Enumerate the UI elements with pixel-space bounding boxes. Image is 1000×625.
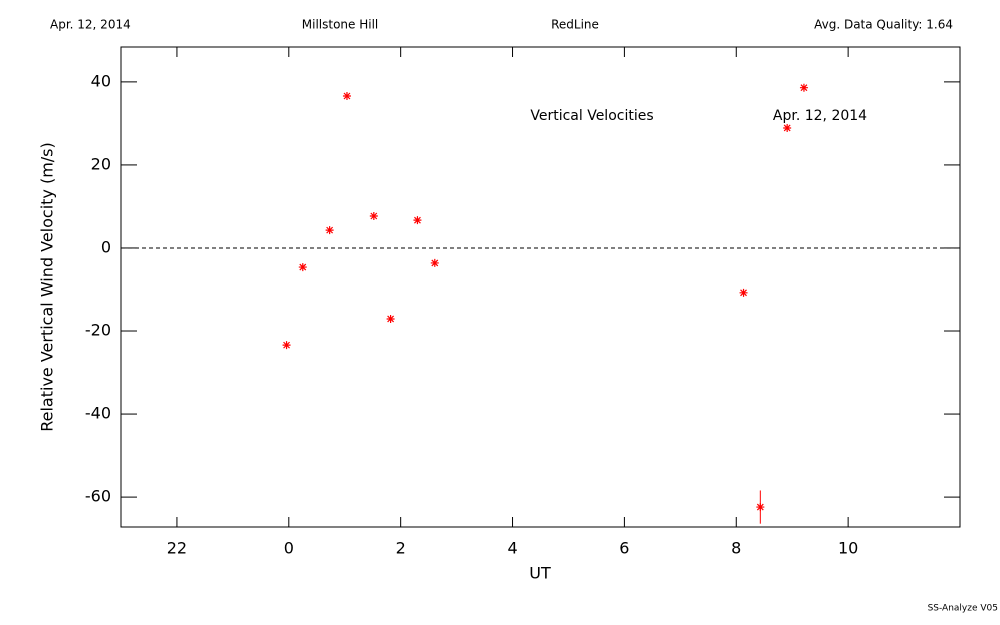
x-tick-label: 22 [167, 539, 187, 558]
x-tick-label: 6 [619, 539, 629, 558]
point [282, 341, 291, 350]
point [756, 503, 765, 512]
annotation: Vertical Velocities [530, 108, 653, 124]
header-site: Millstone Hill [302, 18, 378, 32]
point [342, 91, 351, 100]
x-tick-label: 0 [284, 539, 294, 558]
y-tick-label: -40 [85, 404, 111, 423]
header-date: Apr. 12, 2014 [50, 18, 131, 32]
y-tick-label: -20 [85, 321, 111, 340]
x-tick-label: 10 [838, 539, 858, 558]
x-tick-label: 4 [507, 539, 517, 558]
point [298, 263, 307, 272]
header-quality: Avg. Data Quality: 1.64 [814, 18, 953, 32]
y-tick-label: -60 [85, 487, 111, 506]
y-tick-label: 40 [91, 71, 111, 90]
x-tick-label: 8 [731, 539, 741, 558]
point [430, 258, 439, 267]
point [739, 288, 748, 297]
header-instrument: RedLine [551, 18, 599, 32]
points [282, 83, 808, 524]
y-axis-label: Relative Vertical Wind Velocity (m/s) [38, 142, 57, 432]
point [386, 314, 395, 323]
point [369, 211, 378, 220]
annotation: Apr. 12, 2014 [773, 108, 867, 124]
x-tick-label: 2 [396, 539, 406, 558]
y-tick-label: 20 [91, 154, 111, 173]
point [799, 83, 808, 92]
point [413, 216, 422, 225]
plot-frame [120, 46, 961, 528]
y-tick-label: 0 [101, 237, 111, 256]
point [783, 123, 792, 132]
point [325, 226, 334, 235]
footer: SS-Analyze V05 [928, 604, 998, 614]
x-axis-label: UT [529, 564, 551, 583]
